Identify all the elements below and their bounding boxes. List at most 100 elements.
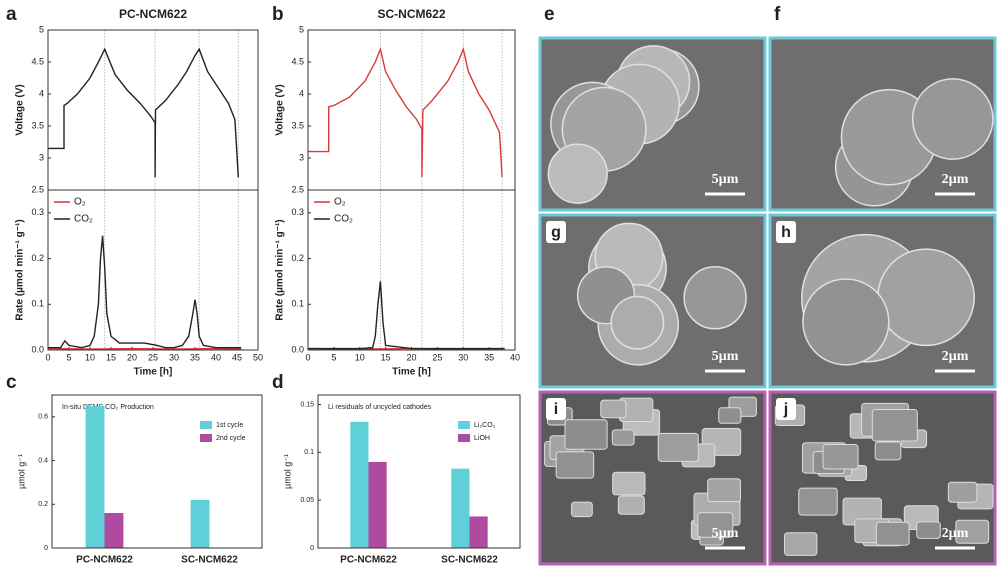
legend-swatch bbox=[458, 421, 470, 429]
image-border bbox=[768, 390, 997, 566]
sem-image bbox=[538, 36, 767, 212]
y-tick-label: 4.5 bbox=[291, 56, 304, 66]
panel-letter: g bbox=[551, 224, 561, 241]
legend-label: O₂ bbox=[334, 197, 346, 208]
chart-title: In-situ DEMS CO₂ Production bbox=[62, 404, 154, 411]
grain bbox=[600, 399, 627, 419]
x-tick-label: 25 bbox=[148, 352, 158, 362]
x-tick-label: 10 bbox=[85, 352, 95, 362]
legend-label: 2nd cycle bbox=[216, 435, 246, 442]
y-tick-label: 4 bbox=[39, 88, 44, 98]
grain bbox=[657, 432, 699, 462]
plot-frame bbox=[307, 189, 516, 351]
image-border bbox=[538, 213, 767, 389]
image-border bbox=[768, 213, 997, 389]
x-tick-label: 15 bbox=[381, 352, 391, 362]
grain bbox=[555, 451, 595, 479]
x-tick-label: PC-NCM622 bbox=[340, 555, 397, 566]
legend-label: 1st cycle bbox=[216, 422, 243, 429]
y-tick-label: 0.0 bbox=[31, 344, 44, 354]
y-tick-label: 5 bbox=[39, 24, 44, 34]
plot-frame bbox=[47, 29, 259, 191]
grain bbox=[784, 532, 818, 556]
legend-label: CO₂ bbox=[334, 214, 353, 225]
data-line bbox=[48, 47, 239, 178]
x-tick-label: 20 bbox=[127, 352, 137, 362]
plot-frame bbox=[51, 394, 263, 549]
chart-title: SC-NCM622 bbox=[377, 7, 445, 21]
sem-image bbox=[538, 390, 767, 566]
grain bbox=[612, 471, 646, 496]
x-axis-label: Time [h] bbox=[134, 367, 173, 378]
particle bbox=[877, 248, 975, 347]
grain bbox=[947, 481, 978, 503]
y-tick-label: 0.3 bbox=[31, 207, 44, 217]
scale-label: 2µm bbox=[942, 172, 969, 187]
chart-title: Li residuals of uncycled cathodes bbox=[328, 404, 432, 411]
y-tick-label: 0.1 bbox=[304, 449, 314, 456]
y-tick-label: 0.1 bbox=[31, 299, 44, 309]
sem-image bbox=[538, 213, 767, 389]
y-tick-label: 0.1 bbox=[291, 299, 304, 309]
grain bbox=[955, 519, 990, 544]
legend-label: Li₂CO₃ bbox=[474, 422, 496, 429]
particle bbox=[610, 295, 665, 350]
panel-letter: a bbox=[6, 4, 17, 25]
grain bbox=[707, 478, 741, 503]
y-axis-label: Rate (µmol min⁻¹ g⁻¹) bbox=[275, 219, 286, 320]
y-axis-label: Voltage (V) bbox=[15, 84, 26, 135]
y-axis-label: Voltage (V) bbox=[275, 84, 286, 135]
plot-frame bbox=[317, 394, 521, 549]
bar bbox=[469, 516, 488, 548]
sem-image bbox=[768, 213, 997, 389]
image-border bbox=[538, 36, 767, 212]
y-tick-label: 2.5 bbox=[291, 184, 304, 194]
grain bbox=[571, 501, 593, 518]
grain bbox=[874, 441, 902, 461]
data-line bbox=[47, 347, 242, 350]
bar bbox=[350, 421, 369, 548]
particle bbox=[547, 143, 608, 204]
panel-letter: e bbox=[544, 4, 555, 25]
x-tick-label: 40 bbox=[510, 352, 520, 362]
legend-swatch bbox=[200, 434, 212, 442]
particle bbox=[802, 278, 890, 366]
chart-title: PC-NCM622 bbox=[119, 7, 187, 21]
bar bbox=[85, 405, 105, 548]
y-axis-label: Rate (µmol min⁻¹ g⁻¹) bbox=[15, 219, 26, 320]
legend-label: O₂ bbox=[74, 197, 86, 208]
bar bbox=[451, 468, 470, 548]
x-tick-label: 0 bbox=[305, 352, 310, 362]
y-tick-label: 3.5 bbox=[31, 120, 44, 130]
x-tick-label: 40 bbox=[211, 352, 221, 362]
x-tick-label: PC-NCM622 bbox=[76, 555, 133, 566]
y-tick-label: 3 bbox=[299, 152, 304, 162]
letter-box bbox=[546, 221, 566, 243]
grain bbox=[617, 495, 645, 515]
y-tick-label: 3 bbox=[39, 152, 44, 162]
grain bbox=[875, 521, 910, 546]
y-tick-label: 3.5 bbox=[291, 120, 304, 130]
grain bbox=[916, 521, 941, 539]
y-tick-label: 5 bbox=[299, 24, 304, 34]
grain bbox=[798, 487, 838, 516]
bar bbox=[190, 499, 210, 548]
sem-image bbox=[768, 36, 997, 212]
bar bbox=[104, 513, 124, 548]
panel-letter: h bbox=[781, 224, 791, 241]
scale-label: 2µm bbox=[942, 349, 969, 364]
letter-box bbox=[546, 398, 566, 420]
letter-box bbox=[776, 398, 796, 420]
scale-label: 5µm bbox=[712, 526, 739, 541]
panel-letter: b bbox=[272, 4, 284, 25]
data-line bbox=[48, 235, 242, 349]
panel-letter: d bbox=[272, 372, 284, 393]
panel-letter: c bbox=[6, 372, 17, 393]
sem-image bbox=[768, 390, 997, 566]
y-tick-label: 0.3 bbox=[291, 207, 304, 217]
y-tick-label: 0.4 bbox=[38, 457, 48, 464]
panel-letter: i bbox=[554, 401, 558, 418]
x-tick-label: 20 bbox=[406, 352, 416, 362]
x-tick-label: 15 bbox=[106, 352, 116, 362]
legend-label: LiOH bbox=[474, 435, 490, 442]
